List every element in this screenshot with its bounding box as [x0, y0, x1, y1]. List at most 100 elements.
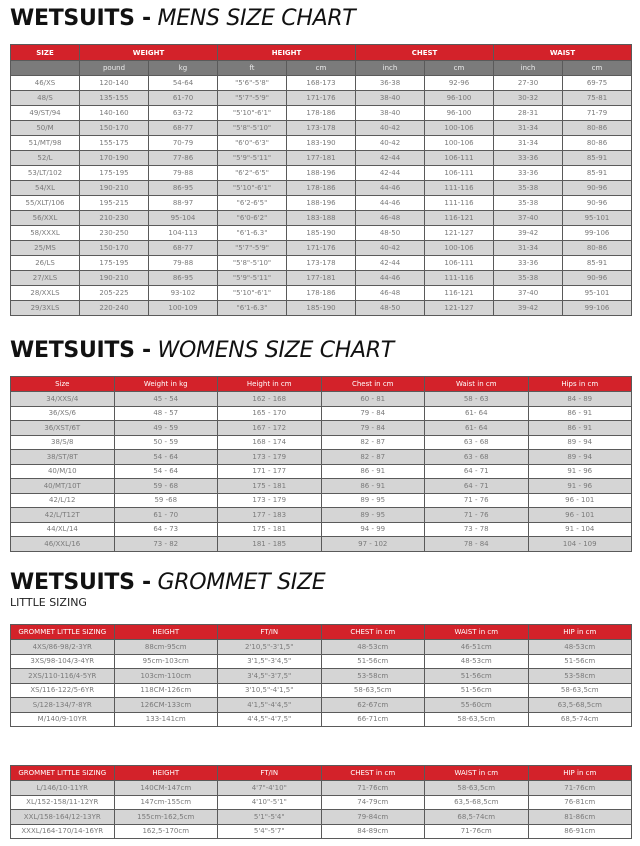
table-cell: 38-40	[355, 90, 425, 106]
table-cell: 70-79	[148, 135, 218, 151]
column-header: CHEST	[355, 44, 494, 61]
table-cell: 97 - 102	[320, 536, 425, 552]
table-cell: 168 - 174	[217, 434, 322, 450]
table-cell: 175 - 181	[217, 478, 322, 494]
table-cell: 177-181	[286, 270, 356, 286]
table-cell: 33-36	[493, 165, 563, 181]
column-subheader: cm	[286, 60, 356, 76]
table-cell: 165 - 170	[217, 405, 322, 421]
column-header: Hips in cm	[527, 376, 632, 392]
table-cell: "5'7"-5'9"	[217, 90, 287, 106]
table-cell: 73 - 82	[113, 536, 218, 552]
table-cell: 58-63,5cm	[424, 780, 529, 796]
table-cell: 3XS/98-104/3-4YR	[10, 653, 115, 669]
table-cell: "6'1-6.3"	[217, 300, 287, 316]
table-cell: 54 - 64	[113, 463, 218, 479]
table-cell: 52/L	[10, 150, 80, 166]
table-cell: 120-140	[79, 75, 149, 91]
table-cell: 135-155	[79, 90, 149, 106]
table-cell: 59 -68	[113, 492, 218, 508]
table-cell: 150-170	[79, 240, 149, 256]
table-cell: 100-106	[424, 120, 494, 136]
header-row: GROMMET LITTLE SIZING HEIGHT FT/IN CHEST in…	[10, 624, 632, 640]
column-subheader: cm	[562, 60, 632, 76]
table-cell: 46-51cm	[424, 639, 529, 655]
womens-size-table: Size Weight in kg Height in cm Chest in cm W…	[10, 376, 632, 552]
table-cell: 190-210	[79, 270, 149, 286]
table-cell: 71-79	[562, 105, 632, 121]
table-cell: 111-116	[424, 195, 494, 211]
table-cell: 49 - 59	[113, 420, 218, 436]
table-cell: 27/XLS	[10, 270, 80, 286]
table-cell: 29/3XLS	[10, 300, 80, 316]
table-cell: 80-86	[562, 240, 632, 256]
table-cell: 86 - 91	[527, 405, 632, 421]
mens-size-table: SIZE WEIGHT HEIGHT CHEST WAIST pound kg ft cm inc…	[10, 44, 632, 316]
table-cell: 4'4,5"-4'7,5"	[217, 711, 322, 727]
table-row: 44/XL/14 64 - 73 175 - 181 94 - 99 73 - 78 91…	[10, 521, 632, 537]
table-cell: 79-88	[148, 165, 218, 181]
table-row: 42/L/12 59 -68 173 - 179 89 - 95 71 - 76 96 -…	[10, 492, 632, 508]
table-cell: 44-46	[355, 195, 425, 211]
table-cell: 86-95	[148, 180, 218, 196]
column-header: FT/IN	[217, 765, 322, 781]
table-row: 53/LT/102 175-195 79-88 "6'2"-6'5" 188-196 42…	[10, 165, 632, 181]
table-cell: "5'10"-6'1"	[217, 105, 287, 121]
table-cell: 77-86	[148, 150, 218, 166]
table-cell: 5'1"-5'4"	[217, 809, 322, 825]
table-cell: 168-173	[286, 75, 356, 91]
table-row: 48/S 135-155 61-70 "5'7"-5'9" 171-176 38-40 96…	[10, 90, 632, 106]
table-row: 34/XXS/4 45 - 54 162 - 168 60 - 81 58 - 63 84…	[10, 391, 632, 407]
table-cell: 2'10,5"-3'1,5"	[217, 639, 322, 655]
table-cell: 104-113	[148, 225, 218, 241]
table-cell: 100-106	[424, 135, 494, 151]
table-cell: 93-102	[148, 285, 218, 301]
table-cell: 126CM-133cm	[113, 697, 218, 713]
column-header: GROMMET LITTLE SIZING	[10, 624, 115, 640]
table-cell: 42-44	[355, 150, 425, 166]
table-cell: 27-30	[493, 75, 563, 91]
table-cell: 95-104	[148, 210, 218, 226]
table-cell: 155-175	[79, 135, 149, 151]
table-cell: 4'10"-5'1"	[217, 794, 322, 810]
table-cell: 37-40	[493, 210, 563, 226]
table-cell: 230-250	[79, 225, 149, 241]
table-cell: 54 - 64	[113, 449, 218, 465]
table-cell: "6'0-6'2"	[217, 210, 287, 226]
table-cell: 45 - 54	[113, 391, 218, 407]
table-cell: 4'7"-4'10"	[217, 780, 322, 796]
table-cell: 173-178	[286, 255, 356, 271]
mens-title: WETSUITS - MENS SIZE CHART	[10, 6, 356, 31]
table-cell: 177-181	[286, 150, 356, 166]
table-cell: 64 - 71	[424, 463, 529, 479]
table-cell: 71 - 76	[424, 492, 529, 508]
table-cell: 49/ST/94	[10, 105, 80, 121]
table-cell: 68,5-74cm	[527, 711, 632, 727]
column-subheader: ft	[217, 60, 287, 76]
table-cell: 46/XXL/16	[10, 536, 115, 552]
table-cell: "6'1-6.3"	[217, 225, 287, 241]
table-cell: 48-53cm	[424, 653, 529, 669]
table-cell: 85-91	[562, 165, 632, 181]
table-cell: 181 - 185	[217, 536, 322, 552]
table-cell: 34/XXS/4	[10, 391, 115, 407]
table-cell: 38-40	[355, 105, 425, 121]
table-cell: 40-42	[355, 240, 425, 256]
table-cell: 35-38	[493, 270, 563, 286]
table-cell: 66-71cm	[320, 711, 425, 727]
subheader-row: pound kg ft cm inch cm inch cm	[10, 60, 632, 76]
table-cell: 79-84cm	[320, 809, 425, 825]
table-cell: 95cm-103cm	[113, 653, 218, 669]
table-cell: 48-50	[355, 300, 425, 316]
table-cell: 99-106	[562, 225, 632, 241]
column-header: HIP in cm	[527, 624, 632, 640]
table-cell: 75-81	[562, 90, 632, 106]
table-cell: 48-53cm	[527, 639, 632, 655]
table-cell: 118CM-126cm	[113, 682, 218, 698]
table-row: 42/L/T12T 61 - 70 177 - 183 89 - 95 71 - 76 9…	[10, 507, 632, 523]
table-cell: 73 - 78	[424, 521, 529, 537]
table-cell: 64 - 71	[424, 478, 529, 494]
table-row: 51/MT/98 155-175 70-79 "6'0"-6'3" 183-190 40-…	[10, 135, 632, 151]
table-row: 40/MT/10T 59 - 68 175 - 181 86 - 91 64 - 71 9…	[10, 478, 632, 494]
table-cell: 59 - 68	[113, 478, 218, 494]
